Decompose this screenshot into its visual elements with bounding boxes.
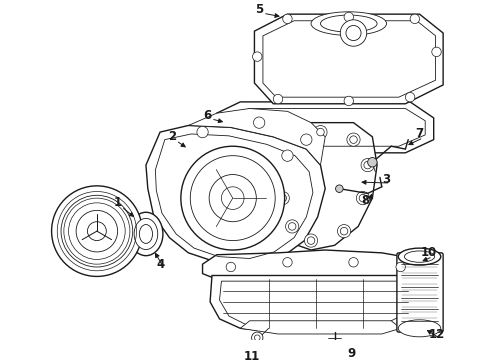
Circle shape <box>338 225 351 238</box>
Circle shape <box>361 158 374 172</box>
Circle shape <box>289 222 296 230</box>
Polygon shape <box>217 102 434 153</box>
Text: 5: 5 <box>255 3 263 16</box>
Circle shape <box>432 47 441 57</box>
Polygon shape <box>188 108 325 165</box>
Circle shape <box>344 12 353 22</box>
Polygon shape <box>210 275 419 332</box>
Ellipse shape <box>320 15 377 32</box>
Circle shape <box>349 257 358 267</box>
Ellipse shape <box>129 212 163 256</box>
Polygon shape <box>254 14 443 104</box>
Circle shape <box>190 156 275 240</box>
Text: 8: 8 <box>362 194 370 207</box>
Circle shape <box>304 234 318 247</box>
Circle shape <box>317 128 324 136</box>
Circle shape <box>279 194 287 202</box>
Circle shape <box>364 161 371 169</box>
Circle shape <box>254 335 260 341</box>
Ellipse shape <box>398 248 441 265</box>
Ellipse shape <box>139 225 152 243</box>
Text: 11: 11 <box>244 350 260 360</box>
Circle shape <box>340 20 367 46</box>
Circle shape <box>87 222 106 240</box>
Text: 1: 1 <box>114 196 122 210</box>
Circle shape <box>356 192 369 205</box>
Text: 2: 2 <box>168 130 176 143</box>
FancyBboxPatch shape <box>397 253 443 332</box>
Polygon shape <box>146 126 325 264</box>
Text: 12: 12 <box>428 328 444 341</box>
Circle shape <box>282 150 293 161</box>
Circle shape <box>283 14 292 24</box>
Circle shape <box>340 228 348 235</box>
Circle shape <box>350 136 357 143</box>
Circle shape <box>61 195 133 267</box>
Circle shape <box>301 134 312 145</box>
Circle shape <box>209 175 256 222</box>
Circle shape <box>307 237 315 244</box>
Circle shape <box>253 117 265 128</box>
Circle shape <box>181 146 285 250</box>
Ellipse shape <box>134 219 158 249</box>
Ellipse shape <box>398 320 441 337</box>
Text: 7: 7 <box>416 127 423 140</box>
Text: 3: 3 <box>383 173 391 186</box>
Text: 9: 9 <box>347 347 356 360</box>
Ellipse shape <box>404 251 435 262</box>
Circle shape <box>252 52 262 61</box>
Text: 6: 6 <box>203 109 211 122</box>
Text: 4: 4 <box>156 258 164 271</box>
Circle shape <box>197 126 208 138</box>
Circle shape <box>336 185 343 193</box>
Circle shape <box>346 26 361 41</box>
Circle shape <box>344 96 353 106</box>
Circle shape <box>359 194 367 202</box>
Circle shape <box>405 93 415 102</box>
Circle shape <box>410 14 419 24</box>
Circle shape <box>314 126 327 139</box>
Circle shape <box>276 192 289 205</box>
Circle shape <box>368 158 377 167</box>
Ellipse shape <box>311 12 387 35</box>
Circle shape <box>251 332 263 343</box>
Circle shape <box>273 94 283 104</box>
Circle shape <box>226 262 236 272</box>
Circle shape <box>76 210 118 252</box>
Circle shape <box>347 133 360 146</box>
Text: 10: 10 <box>421 246 437 259</box>
Circle shape <box>51 186 142 276</box>
Circle shape <box>221 187 244 210</box>
Polygon shape <box>240 321 401 334</box>
Circle shape <box>286 220 299 233</box>
Polygon shape <box>202 250 424 279</box>
Polygon shape <box>276 123 377 250</box>
Circle shape <box>283 257 292 267</box>
Circle shape <box>396 262 405 272</box>
